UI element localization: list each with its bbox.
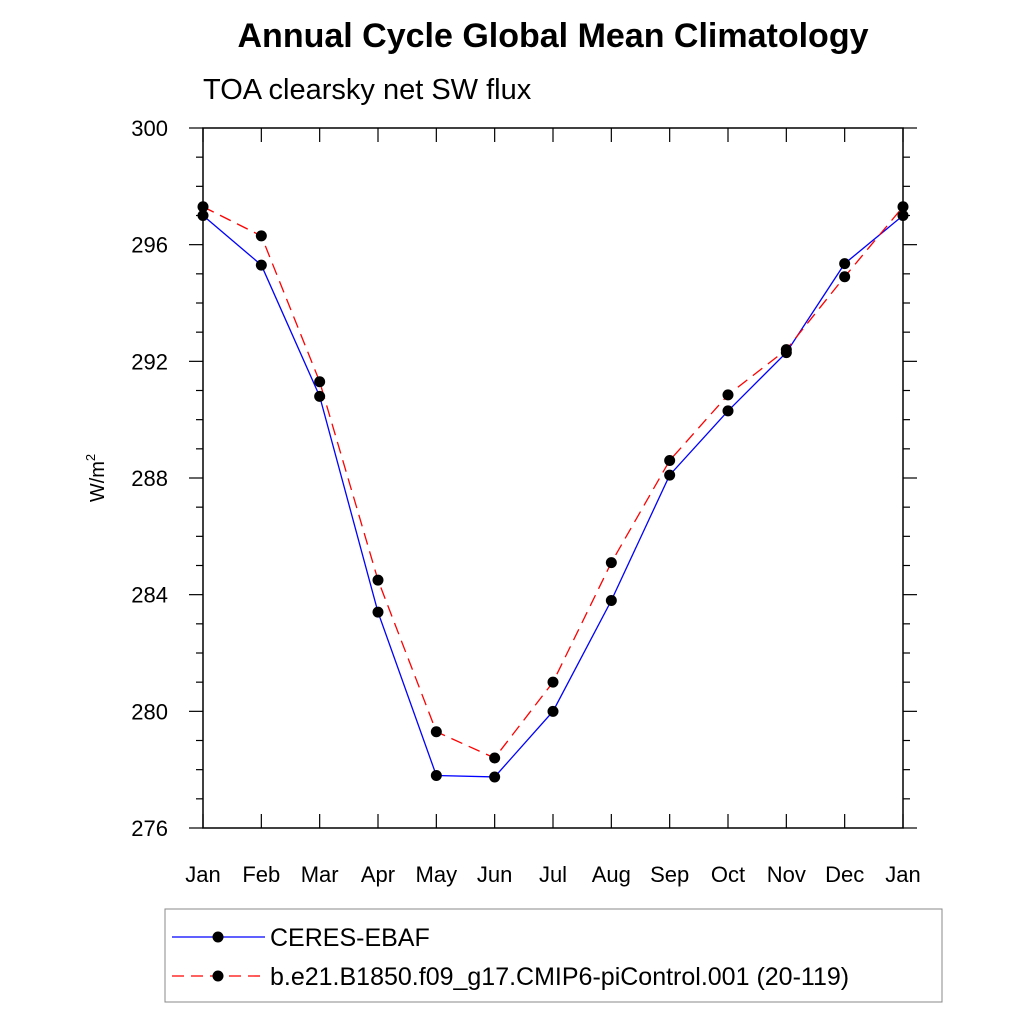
series-2-point — [897, 201, 909, 213]
series-2-point — [314, 376, 326, 388]
x-tick-labels: Jan Feb Mar Apr May Jun Jul Aug Sep Oct Nov Dec Jan — [185, 862, 920, 887]
series-1-point — [430, 770, 442, 781]
series-1-point — [605, 595, 617, 606]
series-1-point — [722, 405, 734, 417]
series-2-point — [197, 201, 209, 213]
legend-marker-2 — [212, 970, 224, 982]
plot-frame — [202, 127, 904, 829]
x-tick-label: Apr — [361, 862, 395, 887]
axis-ticks — [189, 127, 917, 829]
series-2-point — [430, 726, 442, 738]
series-layer — [197, 201, 909, 783]
y-axis-label-sup: 2 — [83, 454, 98, 461]
series-line-2 — [202, 206, 904, 759]
y-tick-label: 280 — [131, 699, 168, 724]
chart-subtitle: TOA clearsky net SW flux — [203, 74, 532, 106]
y-tick-label: 292 — [131, 349, 168, 374]
series-2-point — [372, 574, 384, 586]
x-tick-label: Dec — [825, 862, 864, 887]
x-tick-label: Mar — [301, 862, 339, 887]
legend-label-2: b.e21.B1850.f09_g17.CMIP6-piControl.001 … — [270, 963, 849, 991]
y-tick-label: 296 — [131, 233, 168, 258]
series-1-point — [547, 705, 559, 717]
y-tick-labels: 276 280 284 288 292 296 300 — [131, 116, 168, 841]
series-2-point — [605, 557, 617, 569]
series-2-point — [489, 752, 501, 764]
y-tick-label: 300 — [131, 116, 168, 141]
series-2-point — [255, 230, 267, 242]
legend-label-1: CERES-EBAF — [270, 924, 430, 952]
series-1-point — [839, 258, 851, 270]
series-2-point — [722, 389, 734, 401]
legend: CERES-EBAF b.e21.B1850.f09_g17.CMIP6-piCo… — [172, 924, 849, 991]
svg-text:W/m2: W/m2 — [83, 454, 109, 502]
series-1-point — [314, 390, 326, 402]
y-tick-label: 276 — [131, 816, 168, 841]
y-axis-label: W/m2 — [83, 454, 109, 502]
series-1-point — [664, 469, 676, 481]
series-1-point — [489, 771, 501, 783]
x-tick-label: Jan — [185, 862, 220, 887]
series-2-point — [547, 676, 559, 688]
series-1-point — [255, 259, 267, 271]
series-2-point — [839, 271, 851, 283]
y-tick-label: 284 — [131, 583, 168, 608]
x-tick-label: Sep — [650, 862, 689, 887]
x-tick-label: Feb — [242, 862, 280, 887]
x-tick-label: Aug — [592, 862, 631, 887]
y-tick-label: 288 — [131, 466, 168, 491]
x-tick-label: May — [416, 862, 458, 887]
series-2-point — [664, 455, 676, 466]
legend-box — [164, 908, 943, 1003]
chart-title: Annual Cycle Global Mean Climatology — [238, 17, 869, 55]
series-line-1 — [202, 214, 904, 778]
x-tick-label: Oct — [711, 862, 745, 887]
series-1-point — [197, 210, 209, 221]
x-tick-label: Nov — [767, 862, 806, 887]
x-tick-label: Jun — [477, 862, 512, 887]
y-axis-label-base: W/m — [87, 461, 109, 502]
legend-marker-1 — [212, 931, 224, 943]
series-1-point — [372, 606, 384, 618]
series-1-point — [897, 210, 909, 221]
x-tick-label: Jan — [885, 862, 920, 887]
x-tick-label: Jul — [539, 862, 567, 887]
series-2-point — [780, 344, 792, 356]
